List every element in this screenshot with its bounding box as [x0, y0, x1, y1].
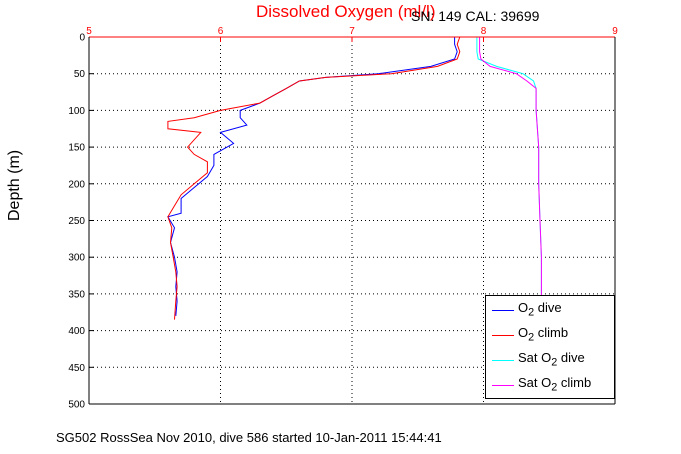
tick-labels: 5 6 7 8 9 0 50 100 150 200 250 300 350 400 450 500 — [68, 26, 618, 411]
series-line-2 — [167, 36, 461, 320]
y-tick-label: 400 — [68, 326, 85, 337]
legend-entry-sat-o2-climb: Sat O2 climb — [486, 373, 614, 395]
y-tick-label: 250 — [68, 216, 85, 227]
legend-swatch — [492, 360, 514, 361]
series-line-3 — [476, 37, 542, 294]
x-tick-label: 8 — [481, 26, 487, 37]
y-tick-label: 200 — [68, 179, 85, 190]
y-tick-label: 500 — [68, 400, 85, 411]
legend-swatch — [492, 335, 514, 336]
y-tick-label: 300 — [68, 253, 85, 264]
legend: O2 dive O2 climb Sat O2 dive Sat O2 clim… — [485, 295, 615, 399]
legend-swatch — [492, 385, 514, 386]
x-tick-label: 6 — [218, 26, 224, 37]
legend-entry-o2-dive: O2 dive — [486, 298, 614, 320]
series-line-4 — [479, 37, 542, 302]
series-lines — [167, 36, 542, 320]
legend-entry-o2-climb: O2 climb — [486, 323, 614, 345]
y-tick-label: 350 — [68, 289, 85, 300]
y-tick-label: 150 — [68, 143, 85, 154]
serial-calibration-text: SN: 149 CAL: 39699 — [411, 8, 540, 24]
y-tick-label: 0 — [79, 33, 85, 44]
legend-label: Sat O2 climb — [518, 375, 592, 394]
legend-swatch — [492, 310, 514, 311]
legend-label: O2 dive — [518, 300, 562, 319]
x-tick-label: 5 — [86, 26, 92, 37]
y-axis-label: Depth (m) — [6, 149, 23, 221]
axes — [88, 36, 616, 405]
legend-label: O2 climb — [518, 325, 569, 344]
x-tick-label: 9 — [612, 26, 618, 37]
chart-title: Dissolved Oxygen (ml/l) — [256, 2, 436, 21]
dive-caption: SG502 RossSea Nov 2010, dive 586 started… — [56, 430, 442, 445]
y-tick-label: 450 — [68, 363, 85, 374]
legend-entry-sat-o2-dive: Sat O2 dive — [486, 348, 614, 370]
y-tick-label: 100 — [68, 106, 85, 117]
y-tick-label: 50 — [74, 69, 86, 80]
legend-label: Sat O2 dive — [518, 350, 585, 369]
x-tick-label: 7 — [349, 26, 355, 37]
